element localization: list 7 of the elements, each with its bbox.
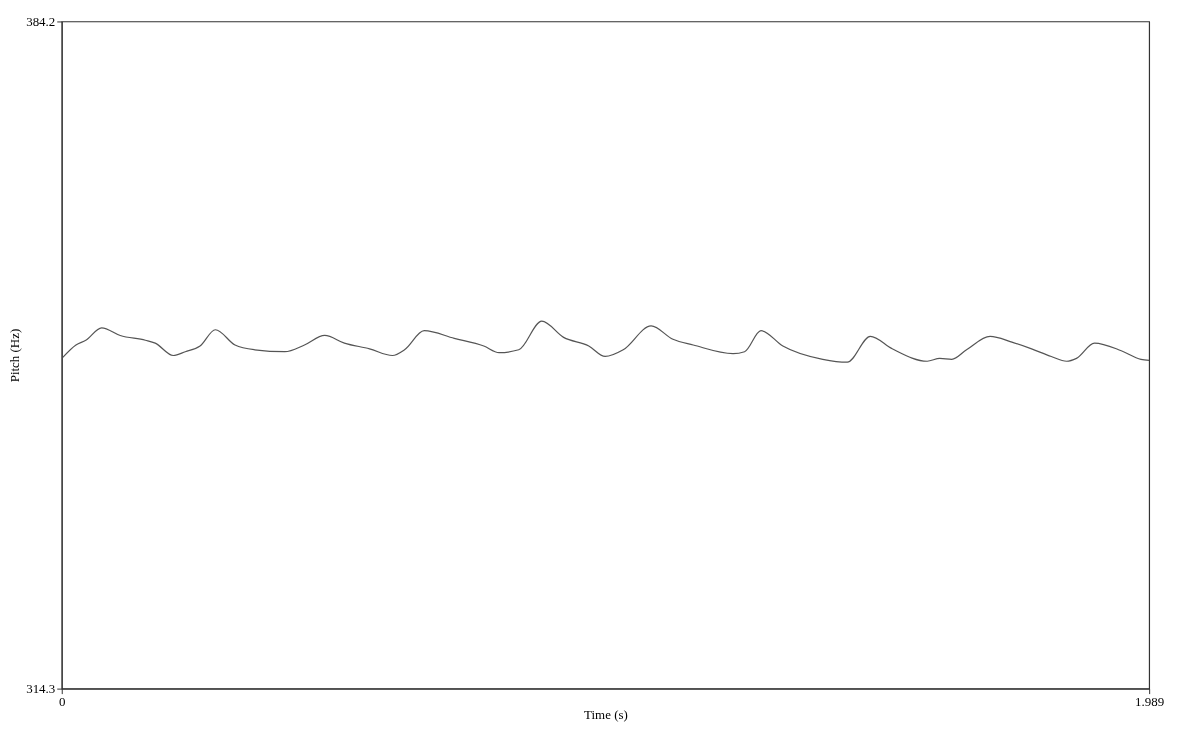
y-tick-label: 314.3 — [26, 681, 56, 697]
y-axis-title: Pitch (Hz) — [7, 328, 23, 383]
x-tick-label: 1.989 — [1135, 694, 1165, 710]
x-axis-title: Time (s) — [584, 707, 628, 722]
line-series — [62, 320, 1150, 363]
x-tick-label: 0 — [59, 694, 66, 710]
y-tick-label: 384.2 — [26, 13, 56, 29]
